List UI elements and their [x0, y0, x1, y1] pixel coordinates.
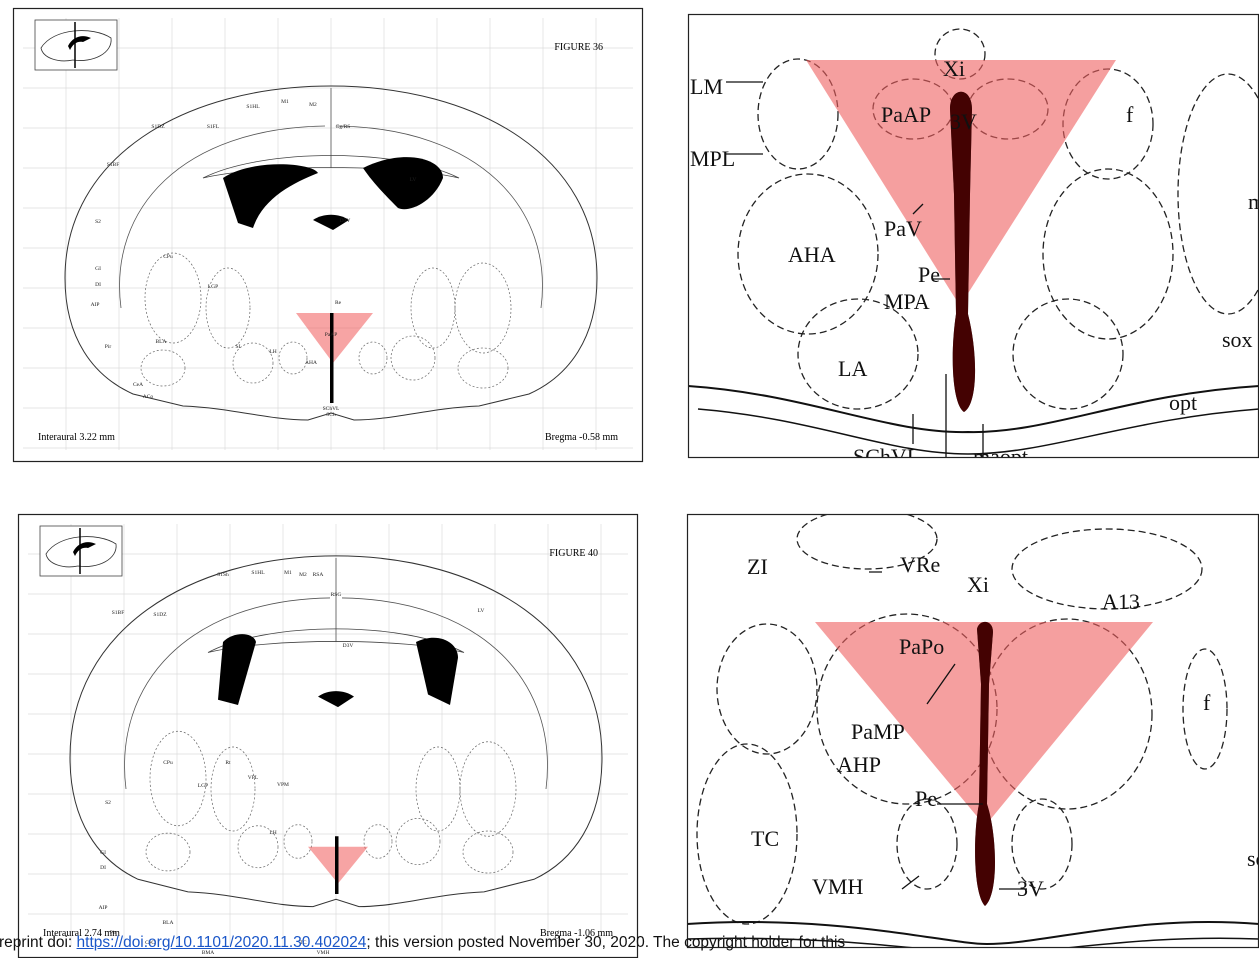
- zoom-label: PaMP: [851, 719, 905, 744]
- region-label: S1BF: [112, 610, 125, 616]
- region-label: LGP: [198, 783, 208, 789]
- zoom-panel: LM MPL Xi PaAP 3V f PaV AHA PeMPA LA sox opt SChVL ma…: [688, 14, 1259, 469]
- zoom-label: maopt: [973, 444, 1028, 469]
- region-label: D3V: [340, 218, 351, 224]
- region-label: LH: [269, 349, 276, 355]
- bregma-label: Bregma -0.58 mm: [545, 432, 618, 443]
- zoom-label: A13: [1102, 589, 1140, 614]
- region-label: M2: [309, 102, 317, 108]
- zoom-label: 3V: [1017, 876, 1044, 901]
- region-label: D3V: [343, 643, 354, 649]
- region-label: GI: [95, 266, 101, 272]
- atlas-panel: FIGURE 36 Interaural 3.22 mm Bregma -0.58 …: [14, 9, 643, 462]
- zoom-label: LM: [690, 74, 723, 99]
- region-label: CPu: [163, 254, 173, 260]
- region-label: VPL: [248, 775, 259, 781]
- zoom-label: PaPo: [899, 634, 944, 659]
- zoom-label: opt: [1169, 390, 1197, 415]
- zoom-label: AHP: [837, 752, 881, 777]
- region-label: M1: [281, 99, 289, 105]
- zoom-label: LA: [838, 356, 867, 381]
- region-label: BLA: [156, 339, 167, 345]
- zoom-label: VMH: [812, 874, 863, 899]
- region-label: LV: [478, 608, 485, 614]
- region-label: RSG: [331, 592, 342, 598]
- page: {"panels": [ {"figure": "FIGURE 36", "in…: [0, 0, 1259, 958]
- region-label: S1DZ: [151, 124, 165, 130]
- region-label: CPu: [163, 760, 173, 766]
- region-label: Pir: [105, 344, 112, 350]
- region-label: Rt: [225, 760, 231, 766]
- region-label: DI: [100, 865, 106, 871]
- zoom-label: MPL: [690, 146, 735, 171]
- figure: FIGURE 36 Interaural 3.22 mm Bregma -0.58 …: [0, 0, 1259, 958]
- zoom-panel: ZI VRe Xi A13 PaPo PaMP AHP Pe f TC VMH 3V sc: [687, 509, 1259, 954]
- region-label: SI: [236, 344, 241, 350]
- region-label: LV: [410, 177, 417, 183]
- region-label: LH: [269, 830, 276, 836]
- zoom-label: m: [1248, 189, 1259, 214]
- footer-prefix: reprint doi:: [0, 934, 77, 951]
- region-label: S1HL: [251, 570, 265, 576]
- region-label: DI: [95, 282, 101, 288]
- zoom-label: VRe: [900, 552, 940, 577]
- zoom-label: PaAP: [881, 102, 931, 127]
- zoom-label: PaV: [884, 216, 922, 241]
- region-label: M2: [299, 572, 307, 578]
- region-label: Cg/RS: [336, 124, 351, 130]
- third-ventricle: [335, 836, 339, 894]
- zoom-label: 3V: [950, 109, 977, 134]
- inset-thumbnail: [40, 526, 122, 576]
- region-label: SCh: [326, 412, 336, 418]
- region-label: S2: [95, 219, 101, 225]
- panel-frame: [14, 9, 643, 462]
- zoom-label: AHA: [788, 242, 836, 267]
- region-label: AHA: [305, 360, 317, 366]
- zoom-label: sox: [1222, 327, 1253, 352]
- interaural-label: Interaural 3.22 mm: [38, 432, 115, 443]
- doi-link[interactable]: https://doi.org/10.1101/2020.11.30.40202…: [77, 934, 367, 951]
- zoom-label: MPA: [884, 289, 930, 314]
- region-label: AIP: [91, 302, 100, 308]
- zoom-label: Pe: [918, 262, 940, 287]
- atlas-panel: FIGURE 40Interaural 2.74 mmBregma -1.06 …: [19, 515, 638, 958]
- region-label: LGP: [208, 284, 218, 290]
- region-label: PaAP: [325, 332, 338, 338]
- zoom-label: Xi: [943, 56, 965, 81]
- zoom-label: SChVL: [853, 444, 920, 469]
- region-label: S1Sh: [217, 572, 229, 578]
- region-label: AIP: [99, 905, 108, 911]
- zoom-content: ZI VRe Xi A13 PaPo PaMP AHP Pe f TC VMH 3V sc: [687, 509, 1259, 954]
- region-label: Re: [335, 300, 342, 306]
- region-label: S1FL: [207, 124, 220, 130]
- region-label: GI: [100, 850, 106, 856]
- zoom-label: Pe: [915, 786, 937, 811]
- zoom-label: sc: [1247, 846, 1259, 871]
- footer: reprint doi: https://doi.org/10.1101/202…: [0, 934, 845, 952]
- region-label: S1DZ: [153, 612, 167, 618]
- region-label: VPM: [277, 782, 289, 788]
- zoom-label: ZI: [747, 554, 768, 579]
- footer-suffix: ; this version posted November 30, 2020.…: [366, 934, 845, 951]
- zoom-label: f: [1126, 102, 1134, 127]
- region-label: S1HL: [246, 104, 260, 110]
- zoom-label: Xi: [967, 572, 989, 597]
- zoom-label: f: [1203, 690, 1211, 715]
- region-label: RSA: [313, 572, 324, 578]
- region-label: M1: [284, 570, 292, 576]
- region-label: S2: [105, 800, 111, 806]
- region-label: BLA: [163, 920, 174, 926]
- figure-label: FIGURE 40: [549, 548, 598, 559]
- figure-label: FIGURE 36: [554, 42, 603, 53]
- zoom-label: TC: [751, 826, 779, 851]
- region-label: CeA: [133, 382, 143, 388]
- inset-thumbnail: [35, 20, 117, 70]
- region-label: ACo: [143, 394, 154, 400]
- third-ventricle: [330, 313, 334, 403]
- region-label: S1BF: [107, 162, 120, 168]
